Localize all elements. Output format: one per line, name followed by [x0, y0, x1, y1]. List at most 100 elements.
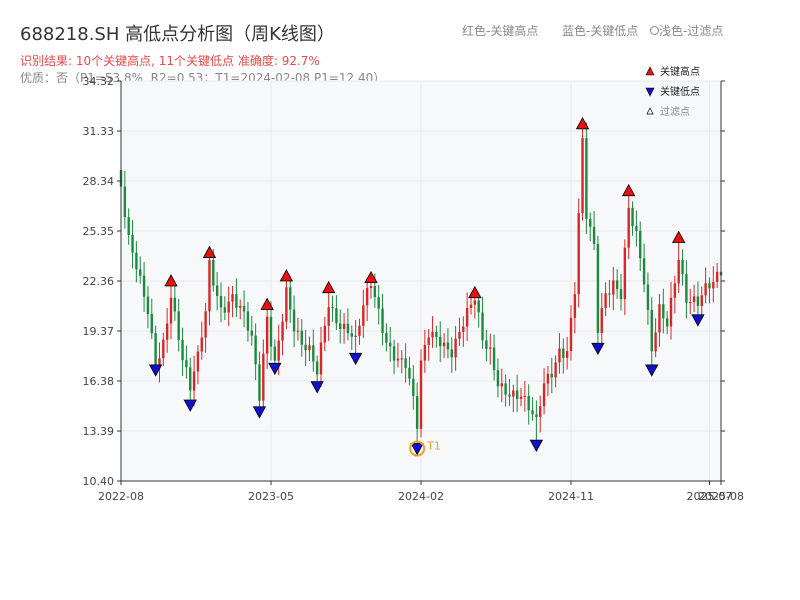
candle [550, 357, 553, 394]
candle [200, 321, 203, 360]
candle-body [146, 296, 150, 315]
x-tick-label: 2023-05 [248, 490, 294, 503]
candle-body [392, 346, 396, 361]
candle-body [550, 373, 553, 378]
candle [669, 281, 673, 340]
candle [169, 282, 173, 340]
candle [365, 277, 369, 322]
candle-body [165, 323, 169, 340]
candle [123, 170, 127, 229]
key-low-marker [591, 342, 605, 356]
key-low-marker [310, 381, 324, 394]
candle-body [412, 378, 415, 397]
candle-body [346, 323, 350, 334]
candle [392, 339, 396, 375]
candle [400, 350, 403, 374]
candle [681, 249, 684, 286]
candle-body [377, 297, 380, 309]
candle-body [312, 345, 315, 362]
candle-body [246, 311, 250, 331]
candle-body [269, 316, 273, 347]
candle [700, 286, 703, 319]
candle-body [535, 414, 538, 418]
candle-body [254, 335, 257, 365]
candle [596, 235, 600, 348]
candle [346, 308, 350, 341]
candle-body [500, 383, 503, 387]
candle-body [446, 342, 450, 350]
top-legend-low: 蓝色-关键低点 [562, 24, 639, 38]
candle-body [677, 259, 680, 284]
candle-body [615, 280, 619, 290]
candle-body [315, 361, 319, 375]
key-high-marker [575, 116, 590, 130]
candle [162, 332, 165, 366]
y-tick-label: 10.40 [83, 475, 115, 488]
candle-body [708, 283, 711, 289]
x-tick-label: 2025-07 [686, 490, 732, 503]
key-low-marker [529, 439, 544, 453]
candle [327, 288, 330, 342]
candle-body [215, 285, 219, 297]
key-point-markers: T1 [148, 116, 705, 457]
candle-body [204, 311, 207, 338]
candle [312, 329, 315, 372]
candle-body [177, 311, 180, 340]
candle [427, 329, 430, 361]
candle-body [127, 217, 130, 236]
candle-body [542, 383, 546, 407]
candle [389, 326, 392, 362]
candle-body [154, 333, 157, 368]
candle [562, 338, 565, 374]
candle-body [658, 304, 661, 333]
candle [142, 261, 146, 312]
top-legend-filtered: 浅色-过滤点 [650, 22, 723, 39]
candle-body [189, 367, 192, 391]
candle [469, 297, 473, 315]
legend-low-label: 关键低点 [660, 85, 700, 98]
candle [362, 289, 365, 338]
candle-body [554, 362, 557, 378]
candle-body [235, 294, 238, 308]
key-low-marker [268, 362, 282, 376]
candle-body [715, 271, 719, 282]
candle-body [600, 307, 603, 333]
candle-body [642, 258, 646, 285]
candle [496, 358, 500, 398]
candle-body [227, 301, 230, 313]
legend-high-label: 关键高点 [660, 65, 700, 78]
candle-body [612, 280, 615, 295]
candle [454, 326, 457, 371]
candle [615, 269, 619, 299]
candle [215, 272, 219, 311]
candle [139, 256, 142, 284]
candle [308, 336, 311, 362]
candle-body [646, 284, 650, 310]
page-title: 688218.SH 高低点分析图（周K线图） [20, 24, 335, 45]
candle-body [508, 394, 511, 397]
candle [708, 277, 711, 304]
candle [292, 295, 296, 348]
candle-body [135, 252, 138, 270]
candle-body [573, 294, 577, 318]
key-high-marker [164, 274, 178, 287]
candle [319, 326, 323, 387]
candle [154, 325, 157, 369]
candle [485, 329, 488, 362]
candle-body [712, 281, 715, 289]
candle [458, 317, 461, 346]
candle-body [558, 348, 561, 363]
candle [281, 313, 284, 356]
candle-body [681, 259, 684, 275]
key-high-marker [260, 297, 274, 310]
candle [512, 384, 515, 413]
candle [185, 345, 188, 379]
y-tick-label: 34.32 [83, 75, 115, 88]
candle-body [523, 395, 527, 397]
candle-body [273, 346, 277, 361]
candle-body [212, 260, 215, 286]
candle [608, 279, 611, 308]
candle [519, 387, 523, 407]
candle-body [400, 358, 403, 360]
